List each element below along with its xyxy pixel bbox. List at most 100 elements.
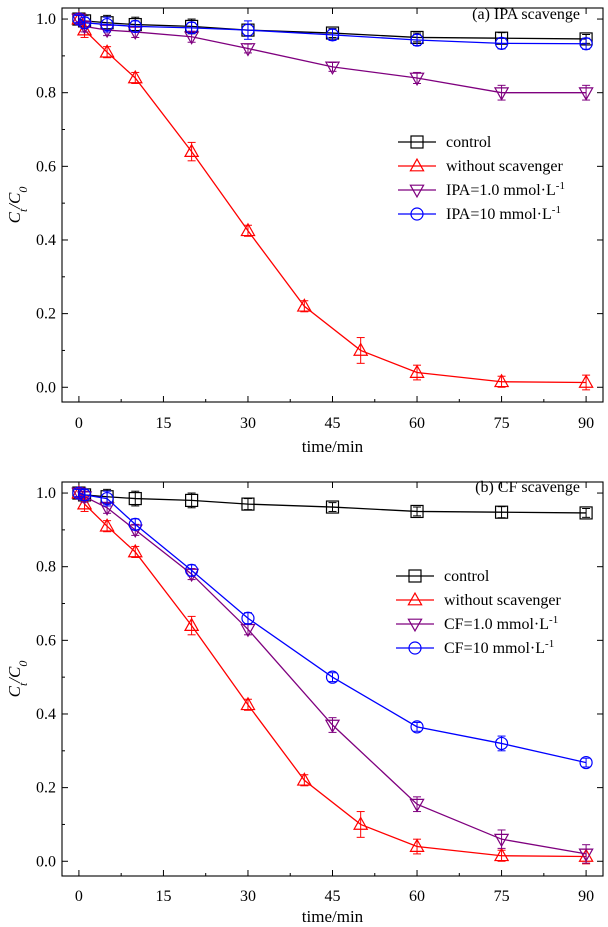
circle-marker bbox=[579, 755, 593, 770]
x-tick-label: 90 bbox=[578, 415, 594, 432]
series-line bbox=[78, 492, 587, 855]
triangle-up-marker bbox=[409, 364, 425, 378]
triangle-up-marker bbox=[127, 543, 143, 558]
legend-label: CF=10 mmol·L-1 bbox=[444, 638, 554, 657]
triangle-up-marker bbox=[409, 157, 425, 172]
legend-label: CF=1.0 mmol·L-1 bbox=[444, 614, 558, 633]
x-tick-label: 60 bbox=[409, 888, 425, 905]
y-tick-label: 0.4 bbox=[36, 706, 56, 723]
triangle-up-marker bbox=[578, 374, 594, 388]
x-tick-label: 75 bbox=[494, 415, 510, 432]
x-tick-label: 15 bbox=[155, 415, 171, 432]
square-marker bbox=[408, 569, 422, 583]
triangle-down-marker bbox=[324, 719, 341, 734]
legend: control without scavenger CF=1.0 mmol·L-1 C… bbox=[396, 568, 562, 657]
square-marker bbox=[241, 497, 255, 511]
triangle-down-marker bbox=[409, 184, 425, 199]
series-line bbox=[78, 18, 587, 45]
square-marker bbox=[579, 506, 593, 520]
y-axis-label: Ct/C0 bbox=[5, 661, 30, 698]
legend-label: without scavenger bbox=[444, 592, 562, 609]
legend-label: IPA=1.0 mmol·L-1 bbox=[446, 180, 565, 199]
square-marker bbox=[410, 504, 424, 519]
legend-label: without scavenger bbox=[446, 158, 564, 175]
square-marker bbox=[494, 505, 509, 519]
y-tick-label: 0.0 bbox=[36, 379, 56, 396]
triangle-down-marker bbox=[240, 43, 256, 57]
triangle-up-marker bbox=[353, 816, 369, 830]
triangle-up-marker bbox=[353, 342, 369, 356]
triangle-up-marker bbox=[296, 298, 312, 312]
circle-marker bbox=[100, 491, 114, 506]
y-tick-label: 0.8 bbox=[36, 559, 56, 576]
x-tick-label: 60 bbox=[409, 415, 425, 432]
y-tick-label: 1.0 bbox=[36, 485, 56, 502]
series-line bbox=[78, 18, 587, 94]
y-tick-label: 0.0 bbox=[36, 853, 56, 870]
y-tick-label: 1.0 bbox=[36, 11, 56, 28]
square-marker bbox=[185, 493, 199, 508]
triangle-up-marker bbox=[240, 696, 256, 711]
x-axis-label: time/min bbox=[302, 437, 364, 456]
circle-marker bbox=[100, 17, 114, 32]
series-line bbox=[78, 492, 587, 514]
panel-a-chart: 0 15 30 45 60 75 90 0.0 0.2 0.4 0.6 0.8 1.0 time/min C… bbox=[5, 6, 604, 456]
triangle-up-marker bbox=[76, 495, 93, 510]
triangle-up-marker bbox=[127, 69, 143, 84]
panel-b-chart: 0 15 30 45 60 75 90 0.0 0.2 0.4 0.6 0.8 1.0 time/min C… bbox=[5, 479, 604, 926]
square-marker bbox=[410, 135, 424, 149]
triangle-up-marker bbox=[409, 838, 425, 852]
legend-label: control bbox=[444, 568, 490, 585]
triangle-up-marker bbox=[296, 772, 312, 786]
triangle-down-marker bbox=[71, 13, 87, 28]
circle-marker bbox=[579, 37, 593, 51]
series-triangle-up bbox=[71, 10, 594, 391]
series-circle bbox=[72, 486, 593, 770]
x-tick-label: 45 bbox=[325, 888, 341, 905]
y-tick-label: 0.2 bbox=[36, 780, 56, 797]
triangle-down-marker bbox=[409, 72, 425, 87]
triangle-down-marker bbox=[578, 87, 594, 101]
x-tick-label: 75 bbox=[494, 888, 510, 905]
legend-label: IPA=10 mmol·L-1 bbox=[446, 204, 561, 223]
series-square bbox=[72, 486, 593, 520]
circle-marker bbox=[494, 36, 509, 50]
triangle-down-marker bbox=[407, 618, 423, 633]
x-tick-label: 45 bbox=[325, 415, 341, 432]
circle-marker bbox=[77, 16, 92, 30]
triangle-up-marker bbox=[76, 21, 93, 36]
triangle-down-marker bbox=[578, 848, 594, 863]
triangle-up-marker bbox=[240, 222, 256, 237]
triangle-up-marker bbox=[99, 44, 115, 58]
circle-marker bbox=[128, 19, 142, 34]
x-tick-label: 30 bbox=[240, 888, 256, 905]
triangle-up-marker bbox=[183, 143, 200, 158]
triangle-down-marker bbox=[409, 798, 425, 813]
x-tick-label: 15 bbox=[155, 888, 171, 905]
series-triangle-up bbox=[71, 484, 594, 865]
circle-marker bbox=[325, 670, 340, 684]
x-tick-label: 0 bbox=[75, 888, 83, 905]
x-axis-label: time/min bbox=[302, 907, 364, 926]
circle-marker bbox=[410, 207, 424, 221]
y-tick-label: 0.6 bbox=[36, 632, 56, 649]
x-tick-label: 90 bbox=[578, 888, 594, 905]
square-marker bbox=[128, 491, 142, 506]
circle-marker bbox=[185, 563, 199, 577]
circle-marker bbox=[408, 641, 422, 655]
x-tick-label: 0 bbox=[75, 415, 83, 432]
series-line bbox=[78, 492, 587, 764]
y-tick-label: 0.8 bbox=[36, 85, 56, 102]
y-tick-label: 0.4 bbox=[36, 232, 56, 249]
triangle-down-marker bbox=[324, 61, 341, 76]
triangle-up-marker bbox=[407, 591, 423, 606]
circle-marker bbox=[410, 33, 424, 47]
circle-marker bbox=[77, 488, 92, 502]
y-tick-label: 0.6 bbox=[36, 158, 56, 175]
circle-marker bbox=[128, 517, 142, 531]
triangle-up-marker bbox=[99, 518, 115, 532]
circle-marker bbox=[494, 736, 509, 751]
legend: control without scavenger IPA=1.0 mmol·L-1… bbox=[398, 134, 565, 223]
series-circle bbox=[72, 12, 593, 51]
